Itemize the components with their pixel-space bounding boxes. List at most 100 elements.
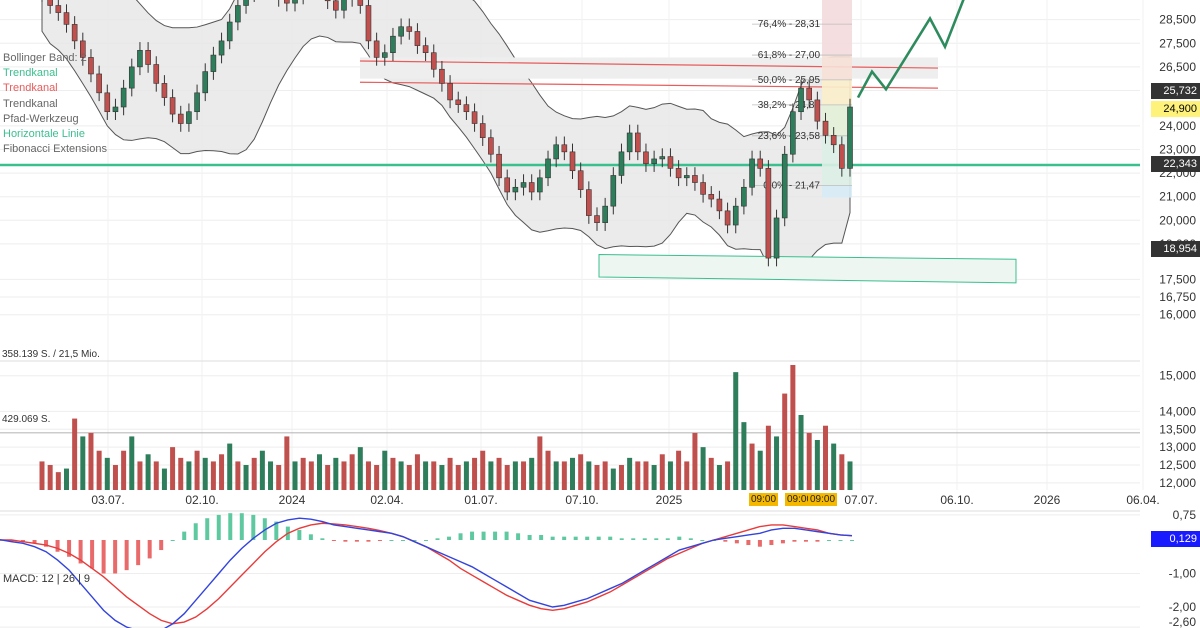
volume-bar — [610, 468, 616, 490]
macd-histogram-bar — [366, 540, 371, 542]
macd-histogram-bar — [297, 529, 302, 540]
volume-bar — [847, 461, 853, 490]
macd-histogram-bar — [113, 540, 118, 574]
volume-bar — [439, 465, 445, 490]
candle-body — [839, 144, 845, 169]
candle-body — [749, 158, 755, 188]
candle-body — [398, 26, 404, 37]
volume-bar — [390, 457, 396, 490]
macd-tick-label: 0,75 — [1173, 508, 1197, 522]
volume-bar — [602, 461, 608, 490]
legend-item-bollinger[interactable]: Bollinger Band: 2 — [3, 52, 87, 64]
volume-bar — [170, 447, 176, 490]
volume-bar — [186, 461, 192, 490]
volume-bar — [55, 472, 61, 490]
macd-label: MACD: 12 | 26 | 9 — [3, 573, 91, 585]
legend-item-horizontale-linie[interactable]: Horizontale Linie — [3, 128, 85, 141]
candle-body — [520, 182, 527, 188]
candle-body — [112, 106, 119, 113]
volume-bar — [235, 461, 241, 490]
volume-bar — [398, 461, 404, 490]
candle-body — [96, 73, 102, 94]
volume-bar — [545, 450, 551, 490]
volume-bar — [667, 461, 673, 490]
volume-bar — [627, 457, 633, 490]
price-tag-horizontal-line: 22,343 — [1151, 156, 1200, 172]
time-tick-label: 06.04. — [1126, 493, 1159, 507]
macd-histogram-bar — [677, 536, 682, 540]
volume-bar — [765, 425, 771, 490]
volume-bar — [47, 465, 53, 490]
volume-bar — [194, 450, 200, 490]
candle-body — [667, 156, 674, 169]
macd-histogram-bar — [481, 531, 486, 540]
volume-bar — [72, 418, 78, 490]
volume-bar — [521, 461, 527, 490]
candle-body — [504, 177, 511, 193]
legend-item-trendkanal-grey[interactable]: Trendkanal — [3, 97, 58, 110]
legend-item-trendkanal-red[interactable]: Trendkanal — [3, 82, 58, 95]
volume-bar — [227, 443, 233, 490]
time-axis: 03.07. 02.10. 2024 02.04. 01.07. 07.10. 2025 07… — [91, 493, 1159, 507]
legend-item-trendkanal-green[interactable]: Trendkanal — [3, 67, 58, 80]
macd-histogram-bar — [424, 540, 428, 541]
macd-histogram-bar — [228, 513, 233, 540]
candle-body — [439, 68, 445, 84]
volume-bar — [684, 461, 690, 490]
candle-body — [194, 92, 200, 113]
volume-bar — [308, 461, 314, 490]
volume-bar — [635, 461, 641, 490]
legend-item-pfad-werkzeug[interactable]: Pfad-Werkzeug — [3, 112, 79, 125]
fib-zone — [822, 55, 852, 80]
volume-bar — [341, 461, 347, 490]
macd-histogram-bar — [354, 540, 359, 542]
trend-channels — [0, 57, 1140, 284]
time-tick-label: 02.10. — [185, 493, 218, 507]
candle-body — [120, 87, 127, 108]
candle-body — [145, 50, 151, 65]
volume-bar — [618, 465, 624, 490]
macd-tick-label: -1,00 — [1169, 567, 1197, 581]
candle-body — [463, 104, 470, 113]
volume-bar — [292, 461, 298, 490]
candle-body — [569, 151, 576, 172]
macd-histogram-bar — [331, 540, 336, 542]
macd-histogram-bar — [573, 536, 578, 540]
volume-bar — [708, 457, 714, 490]
volume-bar — [349, 454, 355, 490]
fib-level-label: 0,0% - 21,47 — [763, 181, 820, 192]
candle-body — [724, 210, 731, 226]
macd-histogram-bar — [734, 540, 739, 544]
candle-body — [210, 54, 217, 72]
volume-bar — [219, 454, 225, 490]
volume-bar — [63, 468, 69, 490]
macd-histogram-bar — [159, 540, 164, 551]
candle-body — [757, 158, 764, 169]
macd-histogram-bar — [850, 540, 854, 541]
candle-body — [406, 26, 413, 32]
fib-zone — [822, 135, 852, 186]
price-tick-label: 27,500 — [1159, 36, 1196, 50]
volume-bar — [651, 465, 657, 490]
candle-body — [63, 12, 70, 25]
candle-body — [128, 66, 135, 89]
macd-histogram-bar — [216, 514, 221, 540]
time-tick-label: 2024 — [279, 493, 306, 507]
volume-bar — [88, 432, 94, 490]
macd-histogram-bar — [585, 536, 590, 540]
volume-bar — [472, 457, 478, 490]
candle-body — [186, 111, 192, 124]
candle-body — [202, 71, 209, 94]
price-tick-label: 20,000 — [1159, 213, 1196, 227]
candle-body — [700, 182, 706, 195]
volume-bar — [178, 457, 184, 490]
candle-body — [496, 153, 502, 179]
candle-body — [153, 64, 160, 84]
macd-histogram-bar — [550, 536, 555, 540]
volume-bar — [774, 436, 780, 490]
fib-zone — [822, 0, 852, 25]
candle-body — [488, 137, 494, 155]
legend-item-fibonacci[interactable]: Fibonacci Extensions — [3, 143, 107, 156]
time-tick-label: 01.07. — [464, 493, 497, 507]
candle-body — [675, 168, 682, 179]
